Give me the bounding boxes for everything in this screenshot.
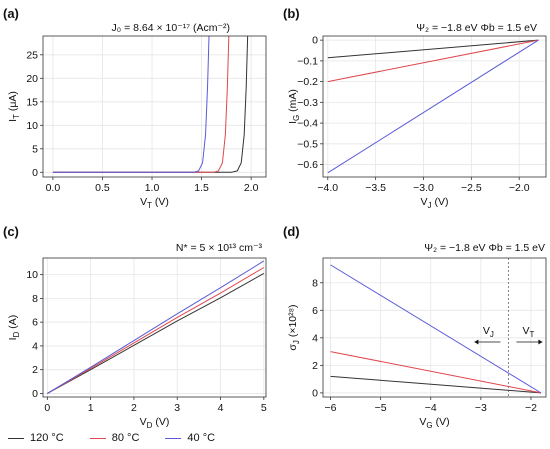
series-line-120c — [47, 273, 265, 394]
y-tick-label: 15 — [26, 96, 38, 108]
y-tick-label: 0 — [32, 167, 38, 179]
x-tick-label: −4.0 — [317, 182, 338, 194]
y-axis-label: σJ (×10²⁸) — [287, 304, 301, 350]
x-tick-label: −5 — [375, 402, 387, 414]
y-tick-label: 0 — [312, 35, 318, 47]
x-tick-label: 1.5 — [194, 182, 209, 194]
region-label-left: VJ — [483, 325, 494, 339]
x-tick-label: 2 — [131, 402, 137, 414]
legend-label-120: 120 °C — [30, 432, 64, 444]
y-tick-label: −0.6 — [297, 159, 318, 171]
y-tick-label: 2 — [32, 364, 38, 376]
x-tick-label: −3.5 — [365, 182, 386, 194]
y-tick-label: 5 — [32, 143, 38, 155]
panel-label: (c) — [3, 224, 19, 239]
series-line-40c — [330, 264, 542, 394]
legend-item-40: 40 °C — [165, 432, 215, 444]
panel-label: (a) — [3, 6, 19, 21]
series-line-40c — [327, 39, 539, 174]
panel-title: Ψ₂ = −1.8 eV Φb = 1.5 eV — [424, 242, 545, 254]
x-tick-label: −2 — [525, 402, 537, 414]
x-tick-label: −3 — [475, 402, 487, 414]
x-tick-label: −4 — [425, 402, 437, 414]
x-tick-label: 0.0 — [46, 182, 61, 194]
series-line-80c — [330, 351, 542, 394]
series-line-120c — [327, 39, 539, 59]
x-axis-label: VD (V) — [140, 416, 170, 430]
y-tick-label: −0.3 — [297, 97, 318, 109]
x-axis-label: VG (V) — [419, 416, 449, 430]
series-line-80c — [47, 267, 265, 394]
x-tick-label: 0.5 — [95, 182, 110, 194]
x-tick-label: 0 — [44, 402, 50, 414]
y-tick-label: −0.2 — [297, 76, 318, 88]
y-tick-label: 8 — [312, 277, 318, 289]
series-line-120c — [330, 375, 542, 394]
x-axis-label: VT (V) — [140, 196, 169, 210]
y-tick-label: 10 — [26, 269, 38, 281]
y-tick-label: 4 — [312, 332, 318, 344]
panel-c: 0 1 2 3 4 5 0 2 4 6 8 10 (c) N* = 5 × 10¹³ cm⁻³ VD (V)… — [3, 224, 267, 430]
x-tick-label: 1.0 — [145, 182, 160, 194]
y-tick-label: 25 — [26, 49, 38, 61]
y-tick-label: 4 — [32, 340, 38, 352]
legend-swatch-80 — [89, 437, 106, 439]
x-tick-label: 2.0 — [244, 182, 259, 194]
x-tick-label: −3.0 — [413, 182, 434, 194]
panel-title: Ψ₂ = −1.8 eV Φb = 1.5 eV — [416, 22, 537, 34]
series-line-40c — [47, 260, 265, 394]
legend-label-80: 80 °C — [111, 432, 140, 444]
y-tick-label: 2 — [312, 360, 318, 372]
series-line-40c — [52, 36, 210, 173]
panel-d: −6 −5 −4 −3 −2 0 2 4 6 8 VJ VT (d) Ψ₂ = −1.8 eV Φb = … — [283, 224, 547, 430]
plot-frame — [42, 35, 267, 178]
x-tick-label: −6 — [325, 402, 337, 414]
y-tick-label: 8 — [32, 293, 38, 305]
y-axis-label: ID (A) — [7, 315, 21, 341]
y-tick-label: 10 — [26, 120, 38, 132]
legend-item-80: 80 °C — [89, 432, 140, 444]
plot-frame — [322, 257, 547, 398]
y-tick-label: 6 — [32, 317, 38, 329]
y-tick-label: 0 — [312, 387, 318, 399]
y-axis-label: IG (mA) — [287, 89, 301, 124]
series-line-120c — [52, 36, 249, 173]
panel-title: N* = 5 × 10¹³ cm⁻³ — [176, 242, 263, 254]
x-tick-label: −2.0 — [509, 182, 530, 194]
panel-b: −4.0 −3.5 −3.0 −2.5 −2.0 0 −0.1 −0.2 −0.3 −0.4 −0.… — [283, 6, 547, 210]
y-tick-label: 0 — [32, 388, 38, 400]
y-tick-label: −0.4 — [297, 118, 318, 130]
plot-frame — [42, 257, 267, 398]
panel-label: (b) — [283, 6, 300, 21]
arrowhead-left — [474, 339, 479, 345]
plot-frame — [322, 35, 547, 178]
x-tick-label: 1 — [88, 402, 94, 414]
panel-a: 0.0 0.5 1.0 1.5 2.0 0 5 10 15 20 25 (a) J₀ = 8.64 × … — [3, 6, 267, 210]
x-tick-label: −2.5 — [461, 182, 482, 194]
panel-label: (d) — [283, 224, 300, 239]
x-tick-label: 3 — [174, 402, 180, 414]
series-line-80c — [52, 36, 230, 173]
y-tick-label: −0.1 — [297, 55, 318, 67]
legend: 120 °C 80 °C 40 °C — [8, 430, 241, 446]
y-axis-label: IT (μA) — [7, 91, 21, 122]
x-tick-label: 5 — [261, 402, 267, 414]
y-tick-label: 6 — [312, 305, 318, 317]
legend-item-120: 120 °C — [8, 432, 64, 444]
y-tick-label: 20 — [26, 73, 38, 85]
x-axis-label: VJ (V) — [421, 196, 449, 210]
panel-title: J₀ = 8.64 × 10⁻¹⁷ (Acm⁻²) — [112, 22, 230, 34]
x-tick-label: 4 — [218, 402, 224, 414]
arrowhead-right — [538, 339, 543, 345]
legend-label-40: 40 °C — [187, 432, 216, 444]
legend-swatch-120 — [8, 437, 24, 439]
y-tick-label: −0.5 — [297, 138, 318, 150]
region-label-right: VT — [522, 325, 534, 339]
legend-swatch-40 — [165, 437, 182, 439]
series-line-80c — [327, 39, 539, 83]
